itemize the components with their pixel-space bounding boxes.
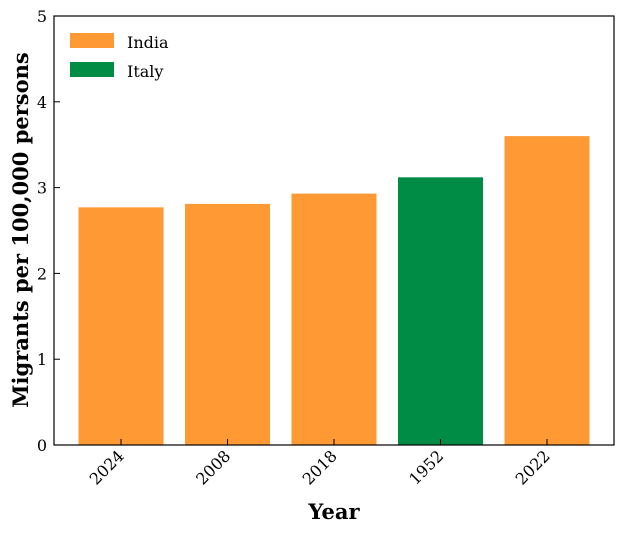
bar-2018 [291, 193, 377, 445]
y-tick-label-3: 3 [37, 179, 47, 198]
x-tick-label-2024: 2024 [86, 446, 128, 488]
x-tick-label-2022: 2022 [512, 446, 554, 488]
x-axis-title: Year [307, 499, 360, 524]
bar-2024 [78, 207, 164, 445]
x-tick-label-2008: 2008 [192, 446, 234, 488]
legend-label-india: India [127, 33, 169, 52]
y-tick-label-0: 0 [37, 436, 47, 455]
y-tick-label-2: 2 [37, 264, 47, 283]
x-axis: 2024 2008 2018 1952 2022 [86, 439, 554, 489]
x-tick-label-1952: 1952 [405, 446, 447, 488]
y-tick-label-4: 4 [37, 93, 47, 112]
y-axis-title: Migrants per 100,000 persons [8, 52, 33, 407]
legend-swatch-italy [70, 62, 114, 77]
y-axis: 0 1 2 3 4 5 [37, 7, 60, 455]
bar-2022 [504, 136, 590, 445]
y-tick-label-5: 5 [37, 7, 47, 26]
legend-swatch-india [70, 33, 114, 48]
x-tick-label-2018: 2018 [299, 446, 341, 488]
y-tick-label-1: 1 [37, 350, 47, 369]
bars-layer [78, 136, 590, 445]
bar-2008 [185, 203, 270, 445]
legend-label-italy: Italy [127, 62, 163, 81]
legend: India Italy [70, 33, 169, 81]
bar-1952 [398, 177, 483, 445]
